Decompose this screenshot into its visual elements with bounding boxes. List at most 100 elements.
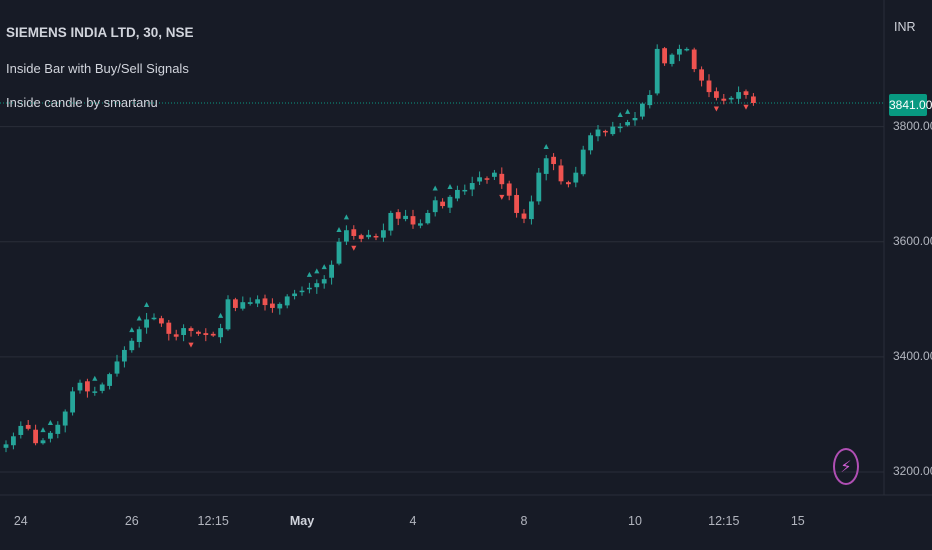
candle-body	[11, 436, 16, 446]
buy-signal-marker	[447, 183, 453, 189]
candle-body	[144, 319, 149, 328]
candle-body	[284, 296, 290, 306]
lightning-bolt-icon[interactable]: ⚡	[833, 448, 859, 485]
candle-body	[62, 411, 68, 426]
time-tick-label: 15	[790, 514, 805, 528]
candle-body	[122, 349, 127, 362]
price-tick-label: 3600.00	[893, 233, 932, 248]
candle-body	[18, 425, 24, 435]
candle-body	[262, 298, 268, 306]
time-tick-label: 10	[628, 514, 642, 528]
buy-signal-marker	[432, 185, 438, 191]
candle-body	[329, 264, 334, 278]
candle-body	[270, 303, 275, 308]
candle-body	[566, 182, 571, 185]
candle-body	[307, 287, 312, 290]
buy-signal-marker	[321, 264, 327, 270]
buy-signal-marker	[336, 227, 342, 233]
candle-body	[477, 177, 482, 182]
sell-signal-marker	[743, 104, 749, 110]
candle-body	[492, 172, 497, 177]
candle-body	[432, 200, 438, 213]
candle-body	[314, 283, 320, 288]
candle-body	[85, 381, 90, 392]
candle-body	[366, 234, 371, 238]
candle-body	[743, 91, 749, 95]
candle-body	[514, 194, 519, 213]
candle-body	[395, 212, 401, 219]
indicator-label-inside-bar[interactable]: Inside Bar with Buy/Sell Signals	[6, 61, 189, 76]
buy-signal-marker	[314, 268, 320, 274]
candle-body	[218, 328, 223, 338]
candle-body	[447, 196, 453, 208]
candle-body	[543, 158, 549, 174]
candle-body	[336, 241, 342, 264]
candle-body	[410, 216, 416, 225]
time-tick-label: 24	[13, 514, 28, 528]
candle-body	[181, 328, 186, 336]
candle-body	[210, 333, 216, 336]
candle-body	[358, 235, 364, 239]
candle-body	[647, 94, 653, 106]
candle-body	[632, 117, 638, 121]
price-tick-label: 3200.00	[893, 463, 932, 478]
sell-signal-marker	[713, 106, 719, 112]
buy-signal-marker	[343, 214, 349, 220]
last-price-tag: 3841.00	[889, 94, 932, 116]
candle-body	[344, 230, 349, 242]
candle-body	[595, 129, 601, 137]
candle-body	[529, 201, 534, 220]
candle-body	[418, 223, 423, 226]
time-tick-label: 8	[520, 514, 528, 528]
time-tick-label: 12:15	[708, 514, 740, 528]
candle-body	[255, 299, 260, 304]
candle-body	[617, 126, 623, 129]
candle-body	[196, 331, 201, 334]
sell-signal-marker	[499, 194, 505, 200]
candle-body	[3, 444, 9, 448]
candle-body	[70, 391, 75, 413]
buy-signal-marker	[144, 301, 150, 307]
price-tick-label: 3400.00	[893, 348, 932, 363]
candle-body	[588, 135, 593, 151]
candle-body	[151, 317, 157, 320]
candle-body	[669, 54, 675, 64]
indicator-label-inside-candle[interactable]: Inside candle by smartanu	[6, 95, 158, 110]
candle-body	[610, 126, 616, 135]
buy-signal-marker	[306, 271, 312, 277]
candle-body	[551, 156, 556, 165]
time-tick-label: May	[289, 514, 315, 528]
buy-signal-marker	[218, 312, 224, 318]
time-tick-label: 4	[409, 514, 417, 528]
candle-body	[403, 215, 408, 220]
candle-body	[691, 49, 697, 70]
chart-grid	[0, 126, 884, 473]
time-tick-label: 12:15	[197, 514, 229, 528]
candle-body	[225, 299, 231, 330]
sell-signal-marker	[188, 342, 194, 348]
buy-signal-marker	[40, 427, 46, 433]
candle-body	[240, 302, 246, 309]
candle-body	[640, 103, 645, 117]
candle-body	[373, 235, 379, 238]
candle-body	[292, 293, 297, 297]
candle-body	[573, 172, 579, 183]
buy-signal-marker	[617, 111, 623, 117]
candle-body	[677, 48, 682, 55]
currency-label[interactable]: INR	[894, 20, 916, 34]
candle-body	[136, 329, 142, 343]
candle-body	[558, 165, 564, 182]
time-tick-label: 26	[124, 514, 139, 528]
candle-body	[580, 149, 586, 175]
candle-body	[99, 384, 105, 391]
symbol-title[interactable]: SIEMENS INDIA LTD, 30, NSE	[6, 25, 194, 40]
buy-signal-marker	[92, 375, 98, 381]
candle-body	[25, 424, 31, 429]
candle-body	[484, 178, 490, 180]
candle-body	[521, 213, 527, 219]
candle-body	[462, 189, 468, 192]
candle-body	[536, 172, 542, 202]
candle-body	[159, 318, 164, 324]
candle-body	[107, 374, 112, 386]
